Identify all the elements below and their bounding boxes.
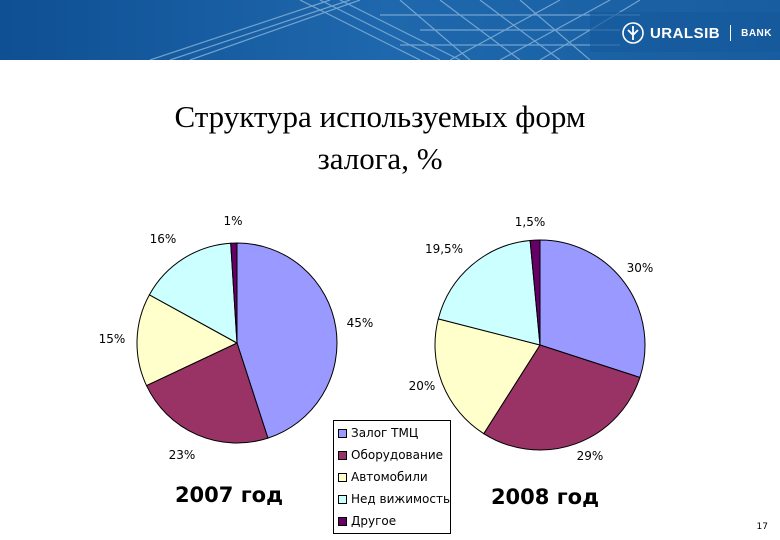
uralsib-logo-icon [622,22,644,44]
legend-swatch [338,516,347,526]
chart-legend: Залог ТМЦ Оборудование Автомобили Нед ви… [333,420,451,534]
logo-divider [730,25,732,41]
pie-data-label: 29% [577,449,604,463]
brand-logo: URALSIB BANK [622,22,772,44]
pie-slice [539,239,646,379]
chart-caption: 2008 год [491,485,599,509]
banner-background [0,0,780,60]
pie-slice [230,242,238,344]
chart-caption: 2007 год [175,483,283,507]
pie-slice [236,242,338,439]
legend-swatch [338,472,347,482]
legend-item: Залог ТМЦ [338,424,418,442]
pie-data-label: 1,5% [515,215,546,229]
legend-label: Залог ТМЦ [351,426,419,440]
pie-slice [148,242,238,344]
legend-label: Другое [351,514,397,528]
legend-swatch [338,494,347,504]
legend-label: Оборудование [351,448,443,462]
pie-slice [136,294,239,387]
legend-swatch [338,450,347,460]
legend-item: Другое [338,512,396,530]
brand-name: URALSIB [649,24,721,42]
pie-slice [434,318,541,435]
pie-data-label: 1% [223,214,242,228]
pie-slice [437,239,541,346]
pie-slice [529,239,541,346]
legend-label: Автомобили [351,470,428,484]
pie-data-label: 15% [99,332,126,346]
legend-item: Нед вижимость [338,490,450,508]
brand-suffix: BANK [741,27,772,39]
pie-data-label: 45% [347,316,374,330]
slide-title: Структура используемых форм залога, % [174,99,586,176]
pie-data-label: 20% [409,379,436,393]
legend-item: Автомобили [338,468,428,486]
header-banner: URALSIB BANK [0,0,780,60]
pie-slice [483,344,641,451]
page-number: 17 [756,522,768,532]
pie-data-label: 16% [150,232,177,246]
pie-data-label: 30% [627,261,654,275]
legend-item: Оборудование [338,446,443,464]
pie-data-label: 19,5% [425,242,463,256]
pie-slice [145,342,269,444]
legend-swatch [338,428,347,438]
legend-label: Нед вижимость [351,492,451,506]
pie-data-label: 23% [169,448,196,462]
